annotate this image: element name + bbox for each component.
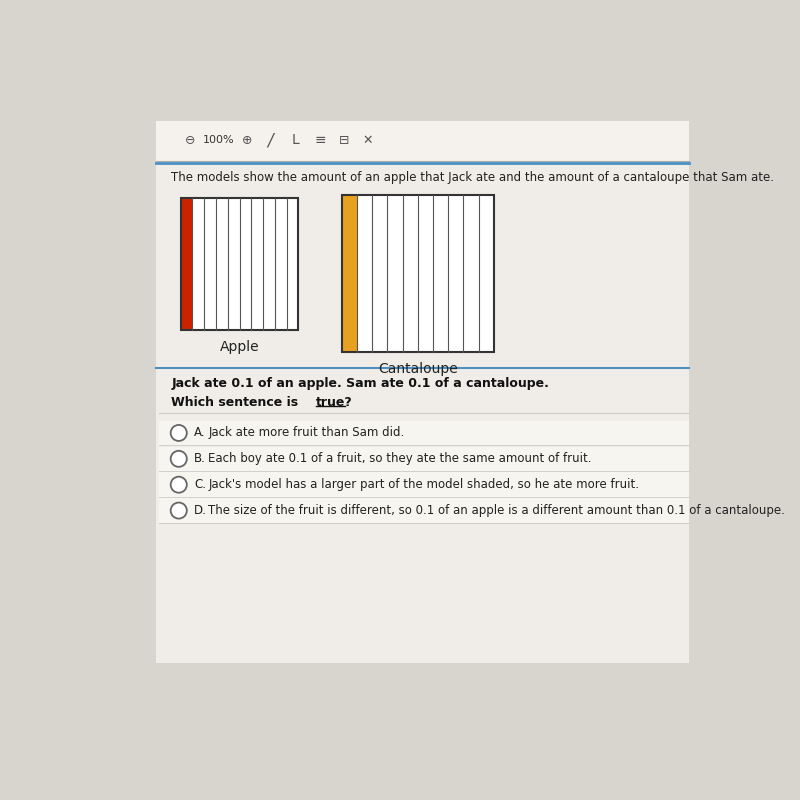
Text: ⊖: ⊖ bbox=[185, 134, 195, 147]
Text: Jack ate 0.1 of an apple. Sam ate 0.1 of a cantaloupe.: Jack ate 0.1 of an apple. Sam ate 0.1 of… bbox=[171, 377, 549, 390]
Text: 100%: 100% bbox=[203, 135, 235, 146]
Text: Jack's model has a larger part of the model shaded, so he ate more fruit.: Jack's model has a larger part of the mo… bbox=[209, 478, 639, 491]
Bar bbox=[181, 198, 192, 330]
Bar bbox=[156, 121, 689, 161]
Text: A.: A. bbox=[194, 426, 206, 439]
Bar bbox=[159, 472, 689, 497]
Bar bbox=[181, 198, 298, 330]
Text: The models show the amount of an apple that Jack ate and the amount of a cantalo: The models show the amount of an apple t… bbox=[171, 171, 774, 184]
Bar bbox=[159, 421, 689, 446]
Bar bbox=[342, 194, 357, 352]
Bar bbox=[181, 198, 298, 330]
Text: ⊕: ⊕ bbox=[242, 134, 253, 147]
Text: true?: true? bbox=[316, 396, 353, 409]
Text: Jack ate more fruit than Sam did.: Jack ate more fruit than Sam did. bbox=[209, 426, 405, 439]
Text: ⊟: ⊟ bbox=[338, 134, 349, 147]
Text: C.: C. bbox=[194, 478, 206, 491]
Bar bbox=[159, 446, 689, 471]
Text: D.: D. bbox=[194, 504, 207, 517]
Text: Apple: Apple bbox=[220, 340, 259, 354]
Circle shape bbox=[170, 451, 187, 467]
Text: ✕: ✕ bbox=[362, 134, 373, 147]
Text: The size of the fruit is different, so 0.1 of an apple is a different amount tha: The size of the fruit is different, so 0… bbox=[209, 504, 786, 517]
Text: Which sentence is: Which sentence is bbox=[171, 396, 302, 409]
Bar bbox=[342, 194, 494, 352]
Text: /: / bbox=[268, 131, 274, 150]
Circle shape bbox=[170, 502, 187, 518]
Text: Each boy ate 0.1 of a fruit, so they ate the same amount of fruit.: Each boy ate 0.1 of a fruit, so they ate… bbox=[209, 452, 592, 466]
Text: B.: B. bbox=[194, 452, 206, 466]
Bar bbox=[342, 194, 494, 352]
Circle shape bbox=[170, 425, 187, 441]
Text: Cantaloupe: Cantaloupe bbox=[378, 362, 458, 376]
Circle shape bbox=[170, 477, 187, 493]
Bar bbox=[156, 121, 689, 662]
Text: L: L bbox=[291, 134, 299, 147]
Text: ≡: ≡ bbox=[314, 134, 326, 147]
Bar bbox=[159, 498, 689, 523]
